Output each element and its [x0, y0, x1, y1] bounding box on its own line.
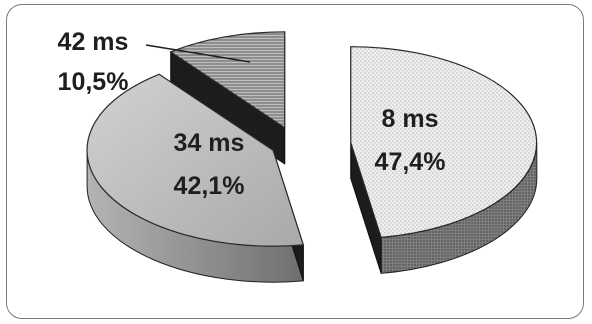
slice-34ms	[86, 73, 305, 283]
slice-label-8ms-percent: 47,4%	[375, 148, 446, 176]
leader-line	[145, 44, 251, 63]
slice-label-42ms-percent: 10,5%	[58, 68, 129, 96]
slice-34ms-top	[86, 73, 305, 247]
slice-label-34ms-value: 34 ms	[174, 129, 245, 157]
slice-label-42ms-value: 42 ms	[58, 28, 129, 56]
slice-label-8ms-value: 8 ms	[382, 105, 439, 133]
slices-layer	[86, 31, 538, 283]
slice-8ms-top	[350, 46, 538, 239]
slice-label-34ms-percent: 42,1%	[174, 172, 245, 200]
slice-42ms	[169, 31, 286, 165]
slice-8ms	[350, 46, 538, 274]
